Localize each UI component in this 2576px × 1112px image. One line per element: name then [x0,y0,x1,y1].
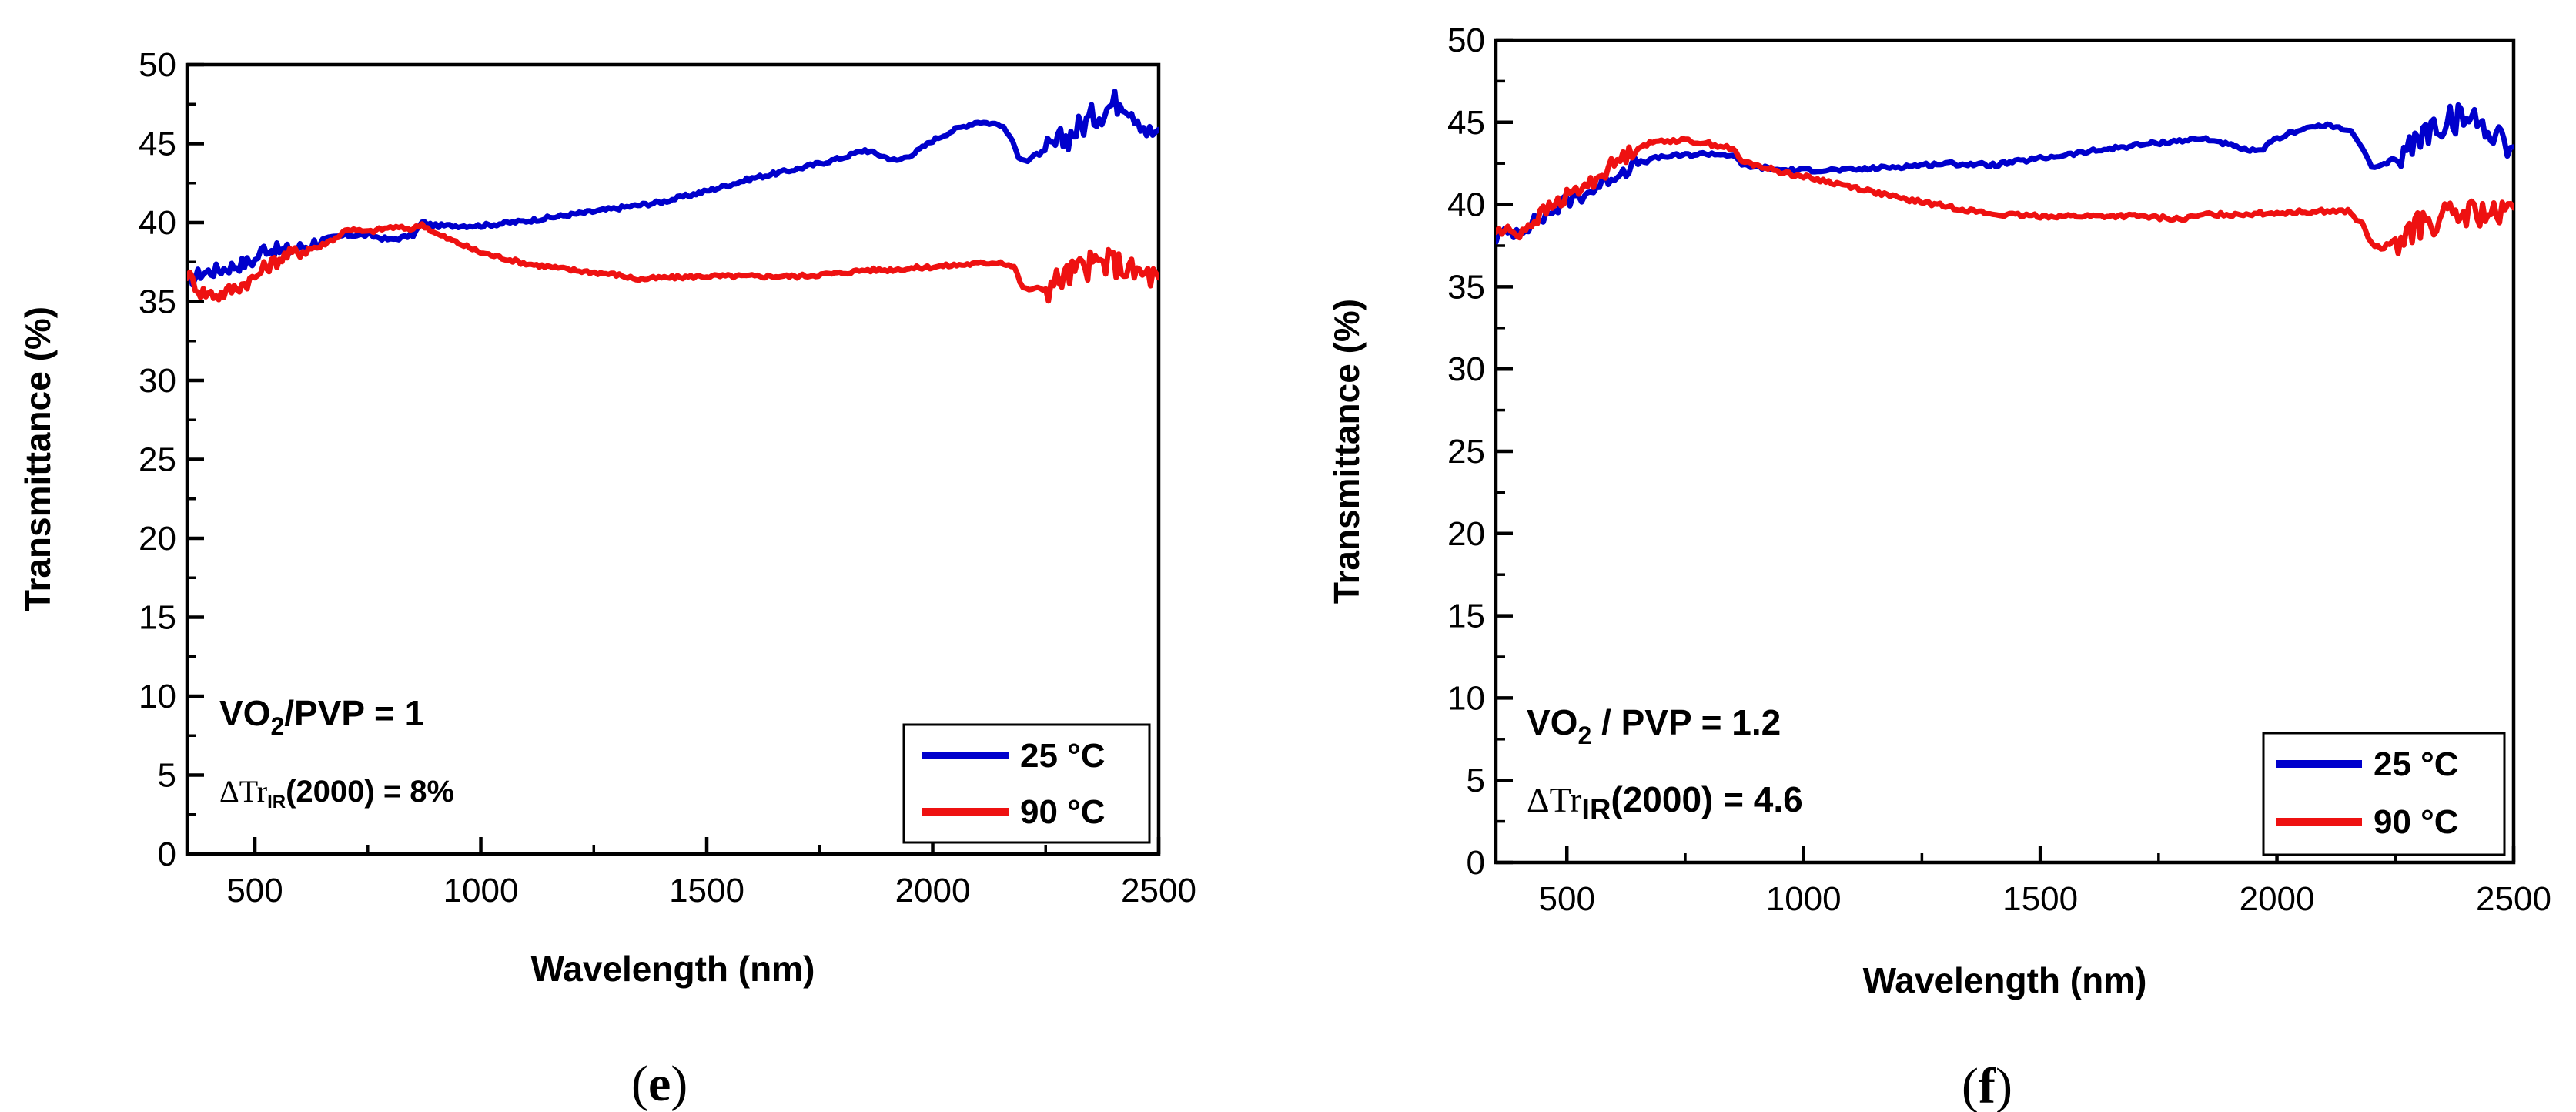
y-tick-label: 25 [1447,433,1485,471]
y-tick-label: 45 [139,126,176,163]
legend-box [2262,732,2506,856]
legend-label-25c: 25 °C [1020,737,1106,775]
y-axis-title: Transmittance (%) [1326,299,1367,604]
legend-label-90c: 90 °C [1020,793,1106,831]
x-tick-label: 1000 [1766,880,1842,918]
series-layer [1496,102,2514,256]
delta-annotation: ΔTrIR(2000) = 8% [219,774,454,812]
y-tick-label: 25 [139,441,176,479]
y-tick-label: 10 [139,678,176,715]
y-tick-label: 45 [1447,104,1485,142]
y-tick-label: 35 [1447,268,1485,306]
legend-label-25c: 25 °C [2374,745,2459,783]
legend-label-90c: 90 °C [2374,803,2459,841]
y-tick-label: 10 [1447,679,1485,717]
series-line-25c [1496,102,2514,246]
x-tick-label: 1500 [669,872,744,909]
ratio-annotation: VO2/PVP = 1 [219,693,424,740]
chart-panel-f: 0 5 10 15 20 25 30 35 40 45 50 500 1000 1500 2000 2500… [1326,22,2551,1112]
y-tick-label: 5 [1467,762,1485,799]
x-tick-label: 2500 [1121,872,1196,909]
x-tick-label: 1000 [443,872,519,909]
x-axis-title: Wavelength (nm) [531,949,815,989]
y-tick-label: 40 [139,204,176,242]
y-tick-label: 20 [1447,515,1485,553]
y-tick-label: 30 [1447,350,1485,388]
x-tick-label: 1500 [2002,880,2078,918]
y-axis: 0 5 10 15 20 25 30 35 40 45 50 [1447,22,1513,882]
series-line-90c [187,221,1159,304]
x-tick-label: 2000 [2240,880,2315,918]
y-tick-label: 5 [158,757,176,795]
y-tick-label: 0 [1467,844,1485,882]
y-tick-label: 50 [139,46,176,84]
panel-label-e: (e) [631,1056,687,1112]
x-tick-label: 2500 [2476,880,2551,918]
series-layer [187,89,1159,304]
y-tick-label: 40 [1447,186,1485,224]
y-tick-label: 20 [139,520,176,558]
x-axis-title: Wavelength (nm) [1863,960,2147,1000]
x-axis: 500 1000 1500 2000 2500 [1539,846,2551,918]
chart-panel-e: 0 5 10 15 20 25 30 35 40 45 50 500 1000 1500 2000 2500… [18,46,1196,1112]
y-tick-label: 50 [1447,22,1485,59]
legend: 25 °C 90 °C [902,723,1151,844]
x-tick-label: 500 [226,872,283,909]
legend: 25 °C 90 °C [2262,732,2506,856]
y-tick-label: 35 [139,283,176,321]
x-tick-label: 500 [1539,880,1595,918]
delta-annotation: ΔTrIR(2000) = 4.6 [1527,779,1803,826]
series-line-90c [1496,136,2514,256]
panel-label-f: (f) [1962,1058,2012,1112]
y-tick-label: 0 [158,836,176,873]
series-line-25c [187,89,1159,288]
y-axis-title: Transmittance (%) [18,306,58,611]
y-tick-label: 30 [139,362,176,400]
x-tick-label: 2000 [895,872,971,909]
x-axis: 500 1000 1500 2000 2500 [226,837,1196,909]
y-tick-label: 15 [1447,598,1485,635]
ratio-annotation: VO2 / PVP = 1.2 [1527,702,1781,749]
legend-box [902,723,1151,844]
y-axis: 0 5 10 15 20 25 30 35 40 45 50 [139,46,204,873]
y-tick-label: 15 [139,599,176,637]
